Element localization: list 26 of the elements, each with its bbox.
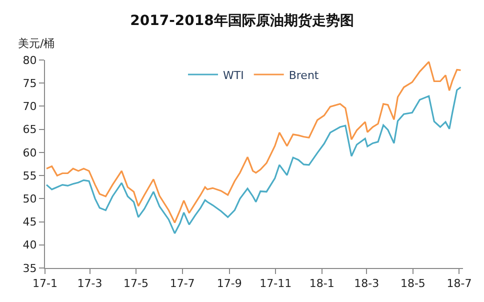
x-tick-label: 18-1 [309, 277, 334, 290]
x-tick-label: 18-7 [446, 277, 472, 290]
y-tick-label: 55 [22, 169, 37, 182]
x-tick-label: 17-5 [124, 277, 149, 290]
x-tick-label: 18-5 [400, 277, 426, 290]
y-axis-title: 美元/桶 [18, 37, 55, 50]
line-series [46, 61, 462, 224]
x-tick-label: 17-7 [170, 277, 195, 290]
y-tick-label: 35 [22, 262, 37, 275]
y-tick-label: 80 [22, 54, 37, 67]
legend-label: Brent [288, 68, 320, 82]
legend-label: WTI [223, 68, 244, 82]
x-tick-label: 17-11 [260, 277, 292, 290]
y-tick-label: 45 [22, 216, 37, 229]
x-tick-label: 17-3 [77, 277, 102, 290]
y-tick-label: 70 [22, 100, 37, 114]
chart-title: 2017-2018年国际原油期货走势图 [130, 12, 354, 29]
x-tick-label: 18-3 [354, 277, 380, 290]
x-tick-label: 17-1 [32, 277, 58, 290]
y-tick-label: 40 [22, 238, 37, 252]
y-tick-label: 75 [22, 76, 37, 90]
y-tick-label: 60 [22, 146, 37, 160]
x-tick-label: 17-9 [216, 277, 242, 290]
y-tick-label: 50 [22, 192, 37, 206]
y-tick-label: 65 [22, 123, 37, 136]
line-series [46, 86, 462, 234]
